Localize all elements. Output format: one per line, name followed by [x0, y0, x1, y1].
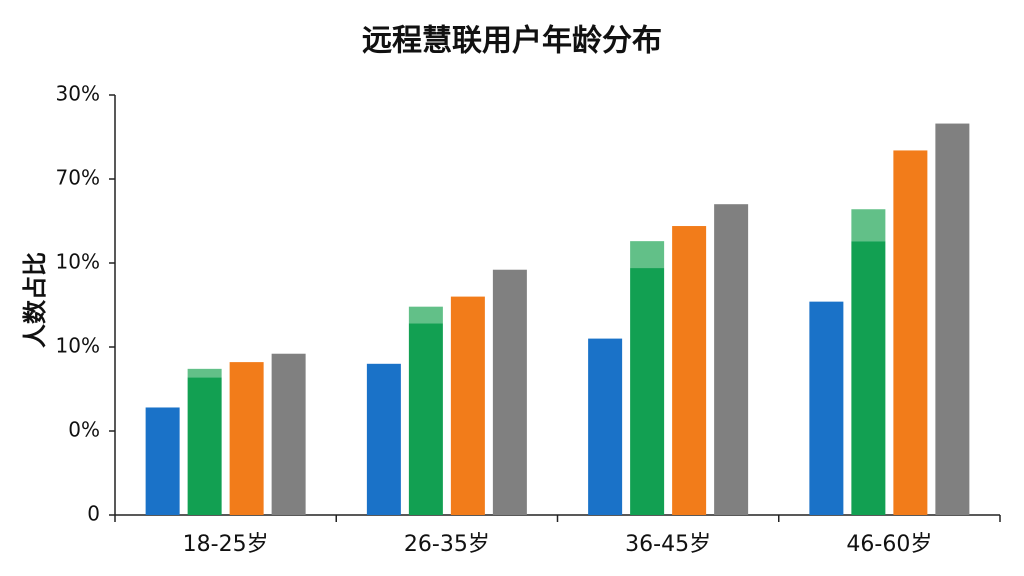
bar — [229, 362, 264, 515]
x-tick-label: 36-45岁 — [625, 532, 711, 557]
bar — [187, 377, 222, 515]
bar — [935, 123, 970, 515]
y-axis-label: 人数占比 — [21, 252, 49, 348]
x-tick-label: 26-35岁 — [404, 532, 490, 557]
bar — [893, 150, 928, 515]
x-tick-label: 18-25岁 — [183, 532, 269, 557]
x-tick-label: 46-60岁 — [846, 532, 932, 557]
bar — [809, 301, 844, 515]
bar — [450, 296, 485, 515]
bar — [187, 368, 222, 378]
bar — [714, 204, 749, 515]
bar — [492, 269, 527, 515]
bar — [408, 323, 443, 515]
bar — [630, 241, 665, 269]
bar — [851, 209, 886, 242]
bar — [672, 226, 707, 516]
y-tick-label: 0% — [68, 418, 100, 442]
bar — [408, 306, 443, 324]
bar — [851, 241, 886, 515]
bar — [271, 353, 306, 515]
y-tick-label: 10% — [56, 334, 100, 358]
bar — [630, 268, 665, 515]
y-tick-label: 30% — [56, 82, 100, 106]
y-tick-label: 70% — [56, 166, 100, 190]
bar — [366, 363, 401, 515]
y-tick-label: 10% — [56, 250, 100, 274]
y-tick-label: 0 — [87, 502, 100, 526]
bar — [145, 407, 180, 515]
chart-title: 远程慧联用户年龄分布 — [362, 24, 662, 59]
bar — [588, 338, 623, 515]
